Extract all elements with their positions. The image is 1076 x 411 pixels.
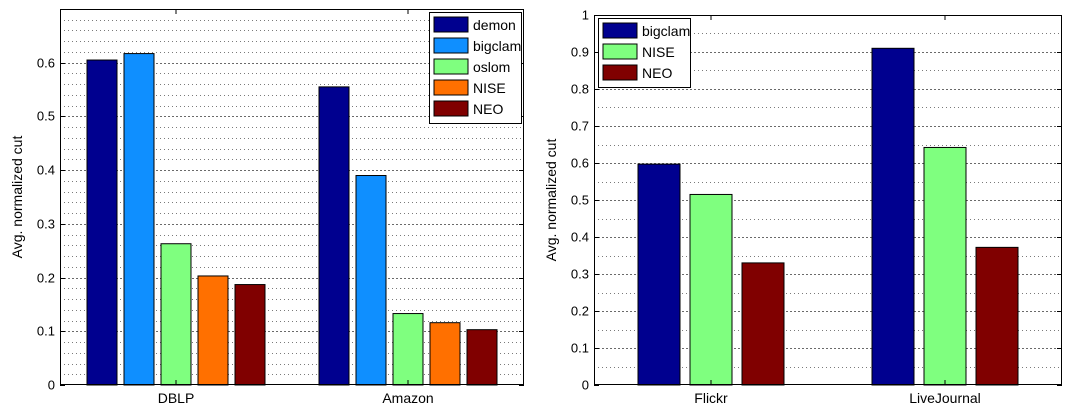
x-tick-label: Flickr: [694, 390, 728, 406]
chart-2: 0 0.1 0.2 0.3 0.4 0.5 0.6 0.7 0.8 0.9 1 Flickr LiveJ…: [543, 8, 1062, 406]
y-tick-label: 0.8: [571, 82, 589, 97]
bar-bigclam-livejournal: [871, 47, 915, 386]
legend-swatch-oslom: [433, 58, 469, 75]
bar-nise-flickr: [689, 193, 733, 386]
y-tick-label: 0.2: [37, 271, 55, 286]
y-tick-label: 0.3: [37, 217, 55, 232]
legend-label-neo: NEO: [642, 65, 672, 81]
legend: demon bigclam oslom NISE NEO: [429, 12, 522, 124]
legend-label-neo: NEO: [473, 101, 503, 117]
legend-label-bigclam: bigclam: [642, 23, 690, 39]
x-tick-label: LiveJournal: [909, 390, 981, 406]
y-tick-label: 0.7: [571, 119, 589, 134]
bar-demon-dblp: [86, 59, 118, 386]
legend-label-demon: demon: [473, 17, 516, 33]
bar-neo-dblp: [234, 284, 266, 386]
bar-neo-livejournal: [975, 246, 1019, 386]
bar-bigclam-dblp: [123, 53, 155, 386]
bar-demon-amazon: [318, 86, 350, 386]
bar-oslom-dblp: [160, 243, 192, 386]
y-tick-label: 0.2: [571, 304, 589, 319]
legend-swatch-demon: [433, 16, 469, 33]
y-tick-label: 0.5: [37, 109, 55, 124]
y-tick-label: 0.4: [571, 230, 589, 245]
y-tick-label: 0.9: [571, 45, 589, 60]
y-tick-label: 0.6: [37, 56, 55, 71]
y-tick-label: 0: [582, 378, 589, 393]
x-tick-label: DBLP: [158, 390, 195, 406]
bar-neo-flickr: [741, 262, 785, 386]
legend-swatch-nise: [433, 79, 469, 96]
legend: bigclam NISE NEO: [598, 18, 691, 88]
bar-nise-dblp: [197, 275, 229, 386]
y-tick-label: 0.1: [37, 324, 55, 339]
bar-bigclam-amazon: [355, 175, 387, 386]
legend-label-oslom: oslom: [473, 59, 510, 75]
y-tick-label: 0.4: [37, 163, 55, 178]
bar-bigclam-flickr: [637, 163, 681, 386]
y-tick-label: 0.5: [571, 193, 589, 208]
bar-nise-amazon: [429, 322, 461, 386]
legend-swatch-bigclam: [433, 37, 469, 54]
y-tick-label: 0.6: [571, 156, 589, 171]
bar-nise-livejournal: [923, 146, 967, 386]
y-tick-label: 0: [48, 378, 55, 393]
axes-box: [594, 15, 1062, 385]
legend-swatch-neo: [602, 64, 638, 81]
bar-oslom-amazon: [392, 313, 424, 386]
legend-swatch-bigclam: [602, 22, 638, 39]
legend-label-nise: NISE: [473, 80, 506, 96]
legend-swatch-neo: [433, 100, 469, 117]
legend-label-bigclam: bigclam: [473, 38, 521, 54]
axes-box: [60, 9, 524, 385]
y-axis-label: Avg. normalized cut: [543, 139, 559, 262]
y-tick-label: 0.1: [571, 341, 589, 356]
legend-label-nise: NISE: [642, 44, 675, 60]
y-tick-label: 0.3: [571, 267, 589, 282]
bar-neo-amazon: [466, 329, 498, 386]
y-axis-label: Avg. normalized cut: [9, 136, 25, 259]
chart-1: 0 0.1 0.2 0.3 0.4 0.5 0.6 DBLP Amazon Avg. normal…: [9, 9, 524, 406]
legend-swatch-nise: [602, 43, 638, 60]
x-tick-label: Amazon: [382, 390, 433, 406]
y-tick-label: 1: [582, 8, 589, 23]
